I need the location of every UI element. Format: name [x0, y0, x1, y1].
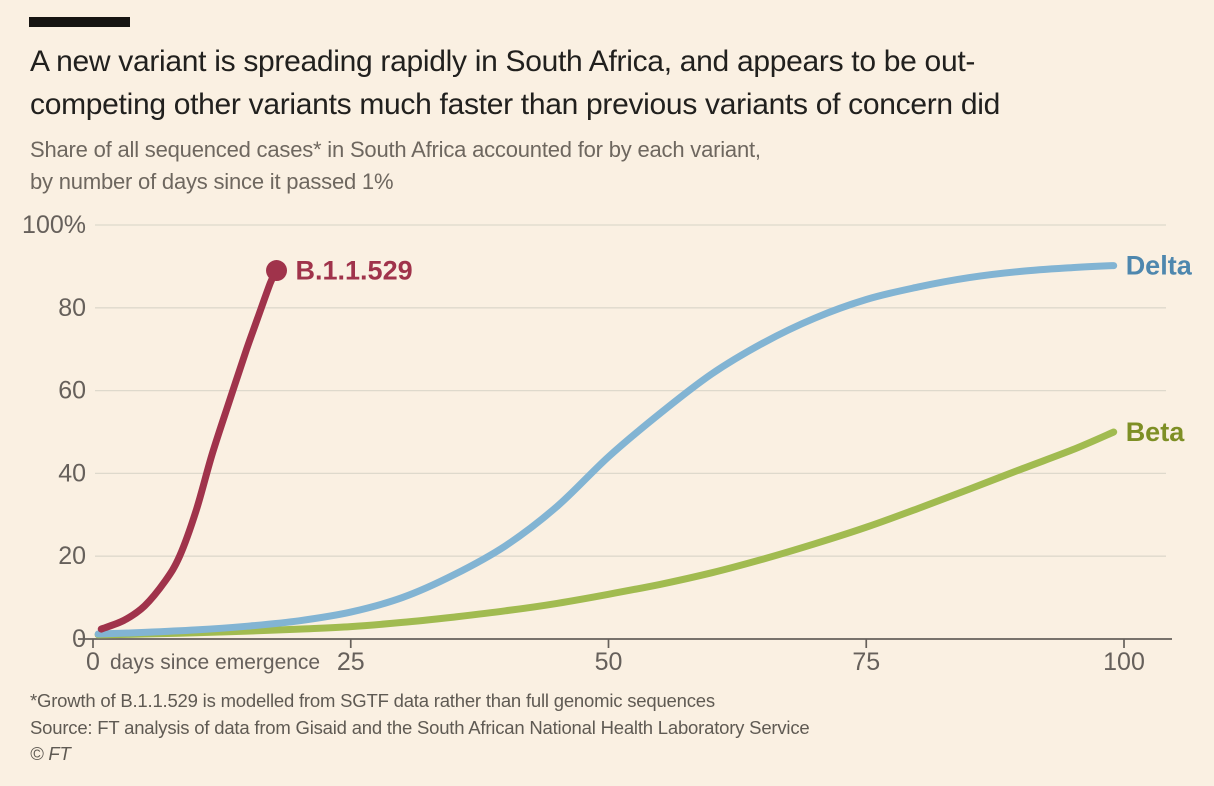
chart-footer: *Growth of B.1.1.529 is modelled from SG…	[30, 688, 810, 768]
source-text: Source: FT analysis of data from Gisaid …	[30, 716, 810, 738]
chart-title-line1: A new variant is spreading rapidly in So…	[30, 45, 976, 78]
chart-subtitle-line2: by number of days since it passed 1%	[30, 169, 394, 194]
chart-subtitle: Share of all sequenced cases* in South A…	[30, 134, 761, 198]
x-tick-label-75: 75	[852, 648, 880, 676]
delta-line	[94, 262, 1118, 638]
delta-label: Delta	[1126, 251, 1193, 281]
ft-accent-bar	[29, 17, 130, 27]
chart-area: 0 20 40 60 80 100% 0 25 50 75 100 days since emerge…	[0, 210, 1214, 685]
footnote-text: *Growth of B.1.1.529 is modelled from SG…	[30, 690, 715, 711]
beta-label: Beta	[1126, 417, 1186, 447]
chart-title-line2: competing other variants much faster tha…	[30, 88, 1000, 121]
x-tick-label-0: 0	[86, 648, 100, 676]
y-tick-label-0: 0	[72, 625, 86, 653]
y-tick-label-60: 60	[58, 377, 86, 405]
x-axis-caption: days since emergence	[110, 651, 320, 674]
b-1-1-529-label: B.1.1.529	[296, 256, 413, 286]
y-tick-label-40: 40	[58, 459, 86, 487]
x-tick-label-25: 25	[337, 648, 365, 676]
chart-title: A new variant is spreading rapidly in So…	[30, 40, 1000, 126]
b-1-1-529-end-dot	[266, 260, 288, 282]
variant-share-line-chart: 0 20 40 60 80 100% 0 25 50 75 100 days since emerge…	[22, 211, 1193, 676]
x-tick-label-50: 50	[595, 648, 623, 676]
y-tick-label-100: 100%	[22, 211, 86, 239]
beta-line	[94, 428, 1118, 639]
chart-subtitle-line1: Share of all sequenced cases* in South A…	[30, 137, 761, 162]
y-tick-label-20: 20	[58, 542, 86, 570]
b-1-1-529-line	[97, 267, 280, 633]
copyright-text: © FT	[30, 743, 71, 764]
y-tick-label-80: 80	[58, 294, 86, 322]
x-tick-label-100: 100	[1103, 648, 1145, 676]
